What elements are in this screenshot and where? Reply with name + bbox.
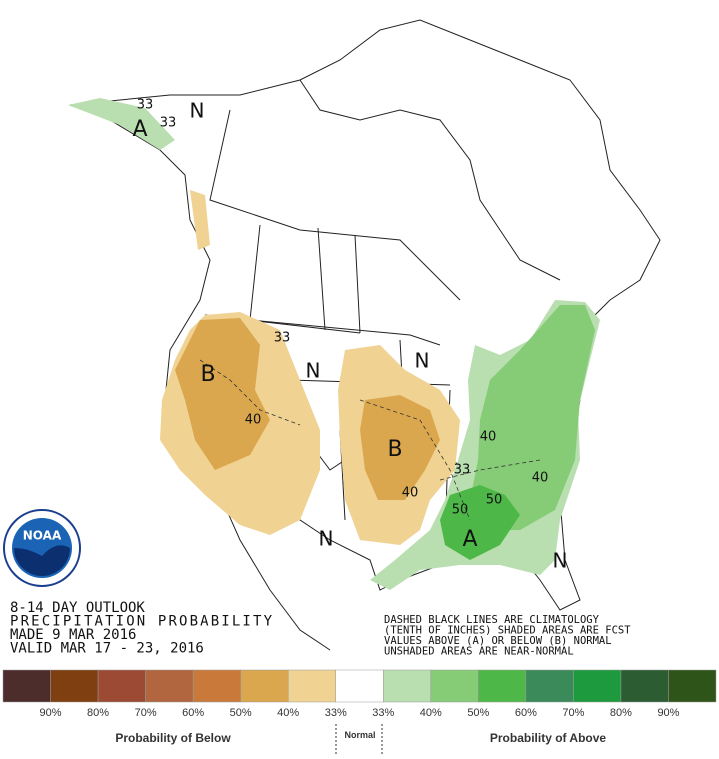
map-label: B [387,437,402,462]
legend-swatch [145,669,194,703]
legend-swatch [573,669,622,703]
title-line: PRECIPITATION PROBABILITY [10,614,273,630]
legend-label: 60% [182,707,204,719]
map-label: 40 [480,430,497,445]
legend-swatch [192,669,241,703]
legend-below-caption: Probability of Below [115,731,231,745]
map-label: 40 [402,486,419,501]
legend-label: 80% [610,707,632,719]
legend-label: 90% [40,707,62,719]
title-line: VALID MAR 17 - 23, 2016 [10,641,204,657]
map-label: N [306,359,321,383]
note-line: UNSHADED AREAS ARE NEAR-NORMAL [384,646,574,658]
legend-label: 90% [657,707,679,719]
noaa-logo: NOAA [3,509,81,587]
legend-label: 70% [562,707,584,719]
title-line: MADE 9 MAR 2016 [10,627,136,643]
legend-swatch [383,669,432,703]
legend-swatch [478,669,527,703]
legend-label: 33% [325,707,347,719]
legend-label: 60% [515,707,537,719]
map-label: 33 [137,98,154,113]
logo-text: NOAA [23,529,62,543]
legend-swatch [2,669,51,703]
map-label: 50 [452,503,469,518]
map-label: A [462,527,477,552]
climatology-lines [199,359,541,521]
map-label: 33 [160,116,177,131]
legend-swatch [525,669,574,703]
map-label: N [553,549,568,573]
map-label: N [415,349,430,373]
map-label: N [319,527,334,551]
below-40-west [175,318,270,470]
note-line: VALUES ABOVE (A) OR BELOW (B) NORMAL [384,635,612,647]
legend-label: 40% [420,707,442,719]
below-40-central [360,395,440,500]
above-50-south [440,485,520,560]
legend-swatch [50,669,99,703]
legend-label: 80% [87,707,109,719]
legend-label: 50% [230,707,252,719]
title-line: 8-14 DAY OUTLOOK [10,600,145,616]
legend-swatch [668,669,717,703]
legend-label: 40% [277,707,299,719]
above-40-east [470,305,595,530]
map-label: 33 [274,331,291,346]
map-label: 40 [532,471,549,486]
note-line: (TENTH OF INCHES) SHADED AREAS ARE FCST [384,625,631,637]
map-label: N [190,99,205,123]
map-label: A [132,117,147,142]
legend-swatch [620,669,669,703]
legend-label: 33% [372,707,394,719]
legend-swatch [287,669,336,703]
legend-swatch [430,669,479,703]
legend-swatch [240,669,289,703]
legend-above-caption: Probability of Above [490,731,607,745]
map-label: 50 [486,493,503,508]
map-label: 40 [245,413,262,428]
legend-label: 50% [467,707,489,719]
map-label: B [200,362,215,387]
shaded-areas [68,98,600,590]
map-label: 33 [454,463,471,478]
legend-normal-caption: Normal [344,730,375,740]
legend-swatch [97,669,146,703]
note-line: DASHED BLACK LINES ARE CLIMATOLOGY [384,614,600,626]
below-33-coast [190,190,210,250]
legend-swatch [335,669,384,703]
above-33-alaska [68,98,175,150]
legend-label: 70% [135,707,157,719]
